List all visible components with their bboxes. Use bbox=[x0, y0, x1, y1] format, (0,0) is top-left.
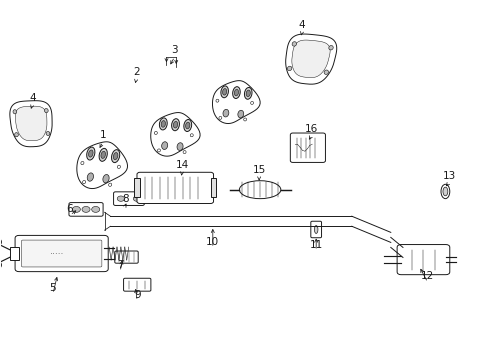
Ellipse shape bbox=[113, 153, 118, 160]
Ellipse shape bbox=[440, 184, 449, 199]
Ellipse shape bbox=[88, 150, 93, 157]
Text: 8: 8 bbox=[122, 194, 128, 204]
Text: 9: 9 bbox=[134, 290, 140, 300]
Ellipse shape bbox=[108, 183, 111, 186]
Ellipse shape bbox=[237, 110, 243, 118]
Ellipse shape bbox=[0, 237, 1, 247]
Text: 16: 16 bbox=[305, 124, 318, 134]
FancyBboxPatch shape bbox=[134, 179, 140, 197]
FancyBboxPatch shape bbox=[290, 133, 325, 162]
Ellipse shape bbox=[117, 196, 124, 201]
Ellipse shape bbox=[223, 109, 228, 117]
Ellipse shape bbox=[15, 132, 19, 137]
Ellipse shape bbox=[87, 173, 93, 181]
Text: 14: 14 bbox=[175, 160, 188, 170]
Ellipse shape bbox=[245, 90, 250, 96]
Ellipse shape bbox=[244, 87, 251, 99]
Ellipse shape bbox=[99, 148, 107, 161]
Ellipse shape bbox=[250, 102, 253, 104]
Ellipse shape bbox=[159, 118, 167, 130]
FancyBboxPatch shape bbox=[10, 247, 19, 260]
FancyBboxPatch shape bbox=[137, 172, 213, 203]
Ellipse shape bbox=[154, 131, 157, 134]
Ellipse shape bbox=[13, 110, 17, 114]
Text: 1: 1 bbox=[100, 130, 106, 140]
Ellipse shape bbox=[133, 196, 141, 201]
FancyBboxPatch shape bbox=[396, 244, 449, 275]
Text: ·····: ····· bbox=[49, 251, 64, 256]
FancyBboxPatch shape bbox=[15, 235, 108, 272]
Text: 12: 12 bbox=[420, 271, 433, 281]
Ellipse shape bbox=[183, 150, 186, 154]
Ellipse shape bbox=[234, 89, 238, 96]
Polygon shape bbox=[212, 81, 260, 123]
Text: 15: 15 bbox=[252, 165, 265, 175]
Ellipse shape bbox=[243, 118, 246, 121]
Text: 10: 10 bbox=[206, 237, 219, 247]
Text: 2: 2 bbox=[133, 67, 139, 77]
Text: 4: 4 bbox=[29, 93, 36, 103]
Ellipse shape bbox=[171, 119, 179, 131]
Ellipse shape bbox=[314, 226, 317, 233]
FancyBboxPatch shape bbox=[21, 240, 102, 267]
Polygon shape bbox=[150, 113, 200, 156]
Ellipse shape bbox=[117, 165, 120, 168]
Ellipse shape bbox=[221, 86, 228, 98]
Ellipse shape bbox=[291, 42, 296, 46]
Ellipse shape bbox=[222, 89, 226, 95]
Ellipse shape bbox=[177, 143, 183, 150]
Ellipse shape bbox=[111, 150, 120, 163]
Ellipse shape bbox=[232, 87, 240, 99]
Polygon shape bbox=[10, 101, 52, 147]
Ellipse shape bbox=[46, 131, 50, 135]
FancyBboxPatch shape bbox=[69, 203, 103, 216]
Ellipse shape bbox=[219, 116, 222, 120]
Ellipse shape bbox=[216, 99, 219, 102]
Ellipse shape bbox=[161, 121, 165, 127]
Ellipse shape bbox=[239, 181, 280, 199]
Ellipse shape bbox=[190, 134, 193, 137]
Polygon shape bbox=[291, 40, 329, 78]
Text: 11: 11 bbox=[309, 239, 322, 249]
Ellipse shape bbox=[44, 108, 48, 113]
FancyBboxPatch shape bbox=[115, 251, 138, 263]
Ellipse shape bbox=[173, 121, 177, 128]
Ellipse shape bbox=[86, 147, 95, 160]
Ellipse shape bbox=[102, 175, 109, 183]
Text: 13: 13 bbox=[442, 171, 455, 181]
Ellipse shape bbox=[91, 206, 100, 212]
Ellipse shape bbox=[162, 142, 167, 149]
Text: 7: 7 bbox=[117, 260, 123, 270]
Ellipse shape bbox=[101, 151, 105, 158]
FancyBboxPatch shape bbox=[210, 179, 216, 197]
Ellipse shape bbox=[0, 260, 1, 270]
Ellipse shape bbox=[287, 66, 291, 71]
Ellipse shape bbox=[324, 70, 328, 75]
Ellipse shape bbox=[72, 206, 80, 212]
FancyBboxPatch shape bbox=[123, 278, 151, 291]
Ellipse shape bbox=[185, 122, 189, 129]
Ellipse shape bbox=[82, 180, 85, 184]
Ellipse shape bbox=[328, 45, 332, 50]
Polygon shape bbox=[285, 34, 336, 84]
Ellipse shape bbox=[183, 120, 191, 131]
Ellipse shape bbox=[81, 161, 84, 165]
Text: 3: 3 bbox=[171, 45, 178, 55]
Text: 4: 4 bbox=[298, 20, 305, 30]
Text: 6: 6 bbox=[66, 204, 73, 214]
Ellipse shape bbox=[157, 149, 160, 152]
FancyBboxPatch shape bbox=[310, 221, 321, 238]
Text: 5: 5 bbox=[49, 283, 56, 293]
Ellipse shape bbox=[442, 187, 447, 196]
Ellipse shape bbox=[82, 206, 90, 212]
Polygon shape bbox=[15, 106, 47, 141]
FancyBboxPatch shape bbox=[113, 192, 144, 206]
Polygon shape bbox=[77, 142, 127, 189]
